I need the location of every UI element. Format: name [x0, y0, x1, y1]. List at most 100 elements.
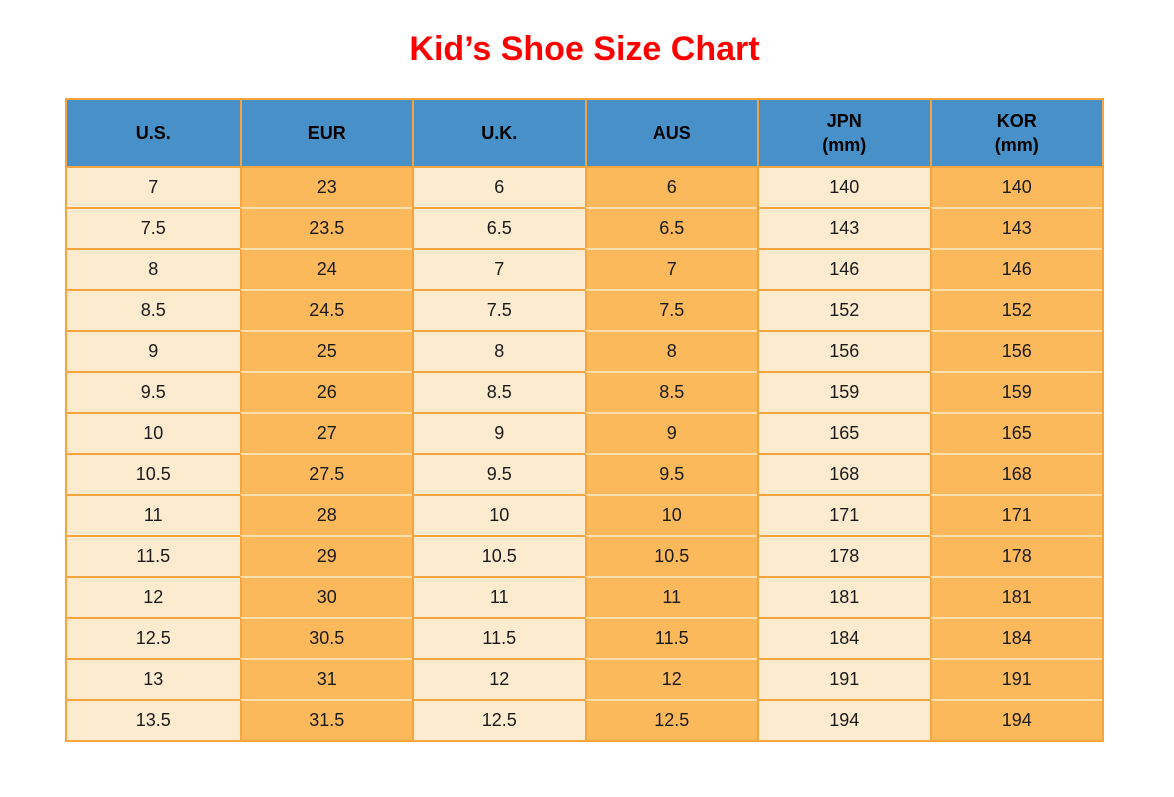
table-cell: 11.5 — [584, 617, 757, 658]
page-title: Kid’s Shoe Size Chart — [409, 30, 760, 68]
table-cell: 152 — [929, 289, 1102, 330]
table-cell: 8.5 — [412, 371, 585, 412]
table-cell: 7 — [584, 248, 757, 289]
table-row: 13.5 31.5 12.5 12.5 194 194 — [67, 699, 1102, 740]
table-row: 11.5 29 10.5 10.5 178 178 — [67, 535, 1102, 576]
table-cell: 9.5 — [584, 453, 757, 494]
table-cell: 7.5 — [67, 207, 240, 248]
table-cell: 11 — [67, 494, 240, 535]
table-cell: 7.5 — [584, 289, 757, 330]
table-cell: 178 — [929, 535, 1102, 576]
table-cell: 31 — [239, 658, 412, 699]
table-cell: 191 — [757, 658, 930, 699]
table-cell: 6.5 — [412, 207, 585, 248]
table-cell: 26 — [239, 371, 412, 412]
table-cell: 27 — [239, 412, 412, 453]
table-cell: 11 — [584, 576, 757, 617]
table-cell: 8 — [412, 330, 585, 371]
table-cell: 146 — [757, 248, 930, 289]
table-cell: 10.5 — [412, 535, 585, 576]
table-row: 9 25 8 8 156 156 — [67, 330, 1102, 371]
table-cell: 156 — [757, 330, 930, 371]
table-cell: 6 — [412, 166, 585, 207]
size-table-body: 7 23 6 6 140 140 7.5 23.5 6.5 6.5 143 143 8 24 7 7 146 14… — [67, 166, 1102, 740]
table-cell: 194 — [929, 699, 1102, 740]
table-cell: 8 — [67, 248, 240, 289]
table-cell: 171 — [757, 494, 930, 535]
table-cell: 12.5 — [67, 617, 240, 658]
column-header-label: EUR — [307, 123, 346, 143]
table-cell: 184 — [757, 617, 930, 658]
table-row: 10.5 27.5 9.5 9.5 168 168 — [67, 453, 1102, 494]
table-header: U.S. EUR U.K. AUS — [67, 100, 1102, 166]
table-cell: 191 — [929, 658, 1102, 699]
table-cell: 165 — [757, 412, 930, 453]
table-row: 9.5 26 8.5 8.5 159 159 — [67, 371, 1102, 412]
table-cell: 140 — [757, 166, 930, 207]
column-header-jpn: JPN (mm) — [757, 100, 930, 166]
table-row: 11 28 10 10 171 171 — [67, 494, 1102, 535]
table-cell: 23 — [239, 166, 412, 207]
table-cell: 10.5 — [584, 535, 757, 576]
table-cell: 12.5 — [412, 699, 585, 740]
table-cell: 7 — [412, 248, 585, 289]
table-cell: 12.5 — [584, 699, 757, 740]
table-cell: 12 — [412, 658, 585, 699]
table-cell: 10 — [67, 412, 240, 453]
table-cell: 9 — [584, 412, 757, 453]
table-cell: 7 — [67, 166, 240, 207]
table-cell: 152 — [757, 289, 930, 330]
table-cell: 165 — [929, 412, 1102, 453]
chart-container: Kid’s Shoe Size Chart U.S. EUR U.K. — [65, 30, 1104, 742]
table-cell: 12 — [584, 658, 757, 699]
table-cell: 12 — [67, 576, 240, 617]
table-cell: 11.5 — [412, 617, 585, 658]
table-cell: 140 — [929, 166, 1102, 207]
table-row: 12.5 30.5 11.5 11.5 184 184 — [67, 617, 1102, 658]
table-cell: 11.5 — [67, 535, 240, 576]
table-cell: 146 — [929, 248, 1102, 289]
table-cell: 31.5 — [239, 699, 412, 740]
table-cell: 25 — [239, 330, 412, 371]
table-cell: 10.5 — [67, 453, 240, 494]
column-header-label: JPN — [826, 111, 862, 131]
table-cell: 181 — [929, 576, 1102, 617]
table-cell: 24 — [239, 248, 412, 289]
table-cell: 9 — [67, 330, 240, 371]
table-cell: 171 — [929, 494, 1102, 535]
table-header-row: U.S. EUR U.K. AUS — [67, 100, 1102, 166]
table-cell: 181 — [757, 576, 930, 617]
table-cell: 27.5 — [239, 453, 412, 494]
column-header-label: U.K. — [481, 123, 518, 143]
table-cell: 8 — [584, 330, 757, 371]
table-cell: 9.5 — [67, 371, 240, 412]
table-row: 7.5 23.5 6.5 6.5 143 143 — [67, 207, 1102, 248]
table-cell: 159 — [929, 371, 1102, 412]
table-cell: 168 — [929, 453, 1102, 494]
column-header-kor: KOR (mm) — [929, 100, 1102, 166]
table-cell: 28 — [239, 494, 412, 535]
table-row: 7 23 6 6 140 140 — [67, 166, 1102, 207]
column-header-label: AUS — [652, 123, 691, 143]
column-header-label: KOR — [996, 111, 1037, 131]
table-cell: 29 — [239, 535, 412, 576]
table-cell: 13 — [67, 658, 240, 699]
table-cell: 143 — [757, 207, 930, 248]
column-header-us: U.S. — [67, 100, 240, 166]
table-cell: 30 — [239, 576, 412, 617]
column-header-eur: EUR — [239, 100, 412, 166]
table-row: 13 31 12 12 191 191 — [67, 658, 1102, 699]
table-cell: 9.5 — [412, 453, 585, 494]
table-cell: 156 — [929, 330, 1102, 371]
table-row: 10 27 9 9 165 165 — [67, 412, 1102, 453]
table-cell: 184 — [929, 617, 1102, 658]
table-cell: 159 — [757, 371, 930, 412]
table-row: 8.5 24.5 7.5 7.5 152 152 — [67, 289, 1102, 330]
table-cell: 23.5 — [239, 207, 412, 248]
table-cell: 13.5 — [67, 699, 240, 740]
table-cell: 11 — [412, 576, 585, 617]
table-cell: 10 — [584, 494, 757, 535]
table-cell: 24.5 — [239, 289, 412, 330]
column-header-aus: AUS — [584, 100, 757, 166]
